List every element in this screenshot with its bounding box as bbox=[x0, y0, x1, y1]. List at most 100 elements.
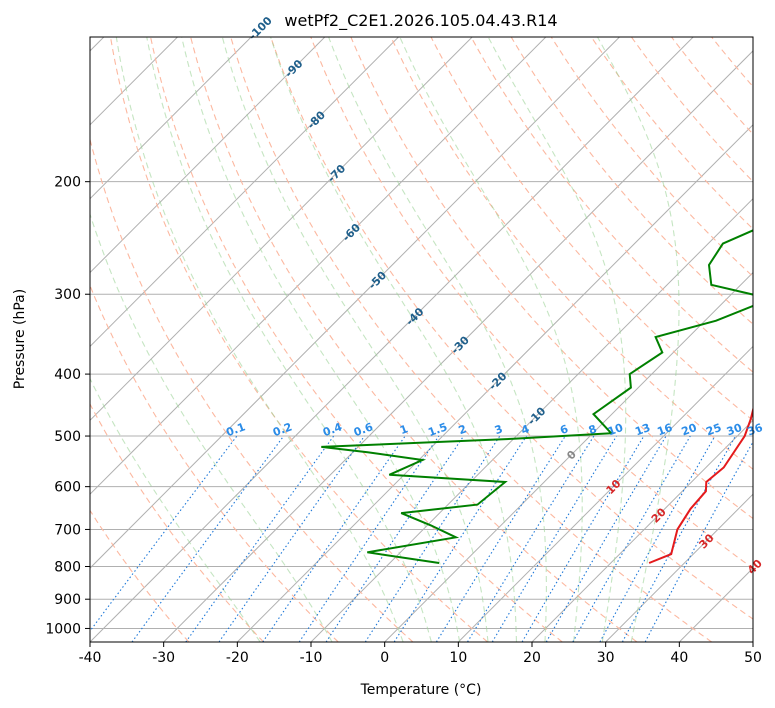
mixing-ratio-label: 13 bbox=[633, 421, 652, 438]
x-tick-label: 50 bbox=[744, 650, 762, 666]
mixing-ratio-label: 1 bbox=[398, 422, 410, 437]
mixing-ratio-label: 4 bbox=[519, 422, 531, 437]
mixing-ratio-line bbox=[364, 435, 501, 642]
isotherm-line bbox=[531, 419, 753, 642]
x-tick-label: -10 bbox=[300, 650, 323, 666]
dry-adiabat bbox=[430, 37, 753, 422]
y-tick-label: 1000 bbox=[45, 621, 81, 637]
moist-adiabat bbox=[270, 37, 518, 642]
x-tick-label: 0 bbox=[380, 650, 389, 666]
dry-adiabat bbox=[350, 37, 753, 520]
mixing-ratio-label: 0.1 bbox=[224, 420, 247, 439]
moist-adiabat bbox=[146, 37, 432, 642]
mixing-ratio-label: 30 bbox=[725, 421, 744, 439]
dry-adiabat bbox=[90, 284, 339, 642]
dry-adiabat bbox=[590, 37, 753, 230]
isotherm-line bbox=[310, 197, 753, 642]
isotherm-line bbox=[236, 124, 753, 642]
x-tick-label: 40 bbox=[670, 650, 688, 666]
mixing-ratio-label: 1.5 bbox=[426, 420, 449, 439]
mixing-ratio-line bbox=[185, 435, 335, 642]
mixing-ratio-label: 36 bbox=[746, 421, 765, 439]
y-tick-label: 700 bbox=[54, 522, 81, 538]
moist-adiabat bbox=[596, 37, 680, 642]
y-tick-label: 500 bbox=[54, 429, 81, 445]
y-tick-label: 300 bbox=[54, 287, 81, 303]
moist-adiabat bbox=[115, 37, 404, 642]
isotherm-line bbox=[384, 271, 753, 642]
x-tick-label: 20 bbox=[523, 650, 541, 666]
isotherm-line bbox=[90, 37, 326, 274]
mixing-ratio-label: 2 bbox=[457, 422, 469, 437]
isotherm-line bbox=[163, 50, 753, 642]
dry-adiabat bbox=[109, 37, 488, 642]
mixing-ratio-label: 6 bbox=[558, 422, 570, 437]
isotherm-line bbox=[90, 37, 179, 126]
y-axis-ticks: 1002003004005006007008009001000 bbox=[45, 175, 90, 637]
mixing-ratio-label: 10 bbox=[606, 421, 625, 439]
background-lines bbox=[90, 0, 775, 642]
chart-title: wetPf2_C2E1.2026.105.04.43.R14 bbox=[284, 11, 557, 31]
moist-adiabat bbox=[328, 37, 547, 642]
moist-adiabat bbox=[90, 377, 261, 642]
dry-adiabat bbox=[751, 37, 753, 40]
y-tick-label: 800 bbox=[54, 560, 81, 576]
dry-adiabat bbox=[550, 37, 753, 278]
mixing-ratio-line bbox=[599, 435, 716, 642]
mixing-ratio-line bbox=[467, 435, 595, 642]
isotherm-line bbox=[90, 37, 694, 642]
mixing-ratio-line bbox=[621, 435, 736, 642]
mixing-ratio-line bbox=[131, 435, 285, 642]
mixing-ratio-label: 16 bbox=[655, 421, 674, 439]
x-tick-label: -20 bbox=[226, 650, 249, 666]
dry-adiabat bbox=[90, 402, 264, 642]
mixing-ratio-label: 0.4 bbox=[321, 420, 344, 439]
y-tick-label: 900 bbox=[54, 592, 81, 608]
dry-adiabat bbox=[470, 37, 753, 373]
isotherm-line bbox=[90, 37, 621, 569]
isotherm-line bbox=[678, 567, 753, 642]
moist-adiabat bbox=[399, 37, 583, 642]
mixing-ratio-label: 25 bbox=[704, 421, 723, 438]
dry-adiabat bbox=[752, 0, 775, 642]
mixing-ratio-label: 20 bbox=[680, 421, 699, 439]
mixing-ratio-line bbox=[644, 440, 753, 642]
mixing-ratio-line bbox=[572, 435, 691, 642]
mixing-ratio-line bbox=[545, 435, 667, 642]
dry-adiabat bbox=[390, 37, 753, 470]
x-axis-label: Temperature (°C) bbox=[360, 682, 482, 698]
isotherm-line bbox=[90, 37, 252, 200]
mixing-ratio-line bbox=[262, 435, 406, 642]
temperature-line bbox=[648, 406, 753, 564]
dry-adiabat bbox=[90, 137, 414, 642]
isotherm-line bbox=[90, 37, 473, 422]
dry-adiabat bbox=[510, 37, 753, 325]
y-tick-label: 400 bbox=[54, 367, 81, 383]
mixing-ratio-line bbox=[393, 435, 527, 642]
moist-adiabat bbox=[487, 37, 627, 642]
plot-frame bbox=[89, 36, 754, 643]
x-tick-label: -40 bbox=[79, 650, 102, 666]
dry-adiabat bbox=[710, 37, 753, 88]
mixing-ratio-line bbox=[325, 435, 465, 642]
dry-adiabat bbox=[230, 37, 713, 642]
dry-adiabat bbox=[270, 37, 753, 620]
mixing-ratio-line bbox=[491, 435, 618, 642]
dry-adiabat bbox=[150, 37, 563, 642]
dry-adiabat bbox=[310, 37, 753, 570]
line-labels: 0.1 0.2 0.4 0.6 1 1.5 2 3 4 6 8 10 13 16 20 25 30 36-100-… bbox=[224, 14, 765, 577]
x-tick-label: -30 bbox=[152, 650, 175, 666]
isotherm-line bbox=[605, 493, 753, 642]
mixing-ratio-line bbox=[90, 435, 238, 632]
profile-series bbox=[321, 229, 753, 564]
x-axis-ticks: -40 -30 -20 -10 0 10 20 30 40 50 bbox=[79, 642, 762, 666]
y-tick-label: 600 bbox=[54, 480, 81, 496]
mixing-ratio-line bbox=[521, 435, 645, 642]
moist-adiabat bbox=[221, 37, 489, 642]
mixing-ratio-label: 0.2 bbox=[271, 420, 294, 439]
isotherm-line bbox=[90, 37, 547, 495]
mixing-ratio-line bbox=[298, 435, 440, 642]
dewpoint-line bbox=[321, 229, 753, 564]
mixing-ratio-line bbox=[218, 435, 365, 642]
